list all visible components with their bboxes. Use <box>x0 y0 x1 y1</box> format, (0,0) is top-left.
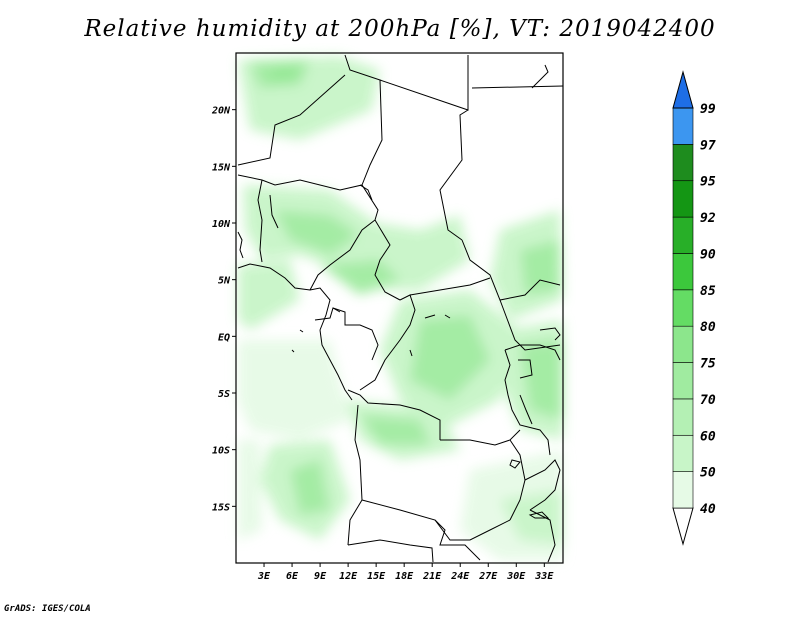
lat-tick-label: 15N <box>212 162 231 173</box>
colorbar-segment <box>672 434 694 472</box>
lat-tick-label: EQ <box>218 332 230 343</box>
humidity-field <box>238 56 563 560</box>
lon-tick-label: 15E <box>367 571 386 582</box>
lat-tick-label: 5S <box>218 389 230 400</box>
colorbar-segment <box>672 144 694 182</box>
lat-tick-label: 10N <box>212 219 231 230</box>
colorbar-segment <box>672 398 694 436</box>
colorbar-label: 85 <box>700 284 716 299</box>
country-borders <box>237 54 564 563</box>
colorbar-label: 90 <box>700 247 716 262</box>
colorbar: 40 50 60 70 75 80 85 90 92 95 97 99 <box>672 70 716 546</box>
chart-title: Relative humidity at 200hPa [%], VT: 201… <box>84 16 716 42</box>
lon-tick-label: 12E <box>339 571 358 582</box>
lat-tick-label: 15S <box>212 502 230 513</box>
lon-tick-label: 18E <box>395 571 414 582</box>
colorbar-segment <box>672 180 694 218</box>
colorbar-label: 50 <box>700 466 716 481</box>
lon-tick-label: 27E <box>478 571 498 582</box>
lon-tick-label: 3E <box>257 571 271 582</box>
lat-tick-label: 5N <box>218 276 231 287</box>
latitude-axis: 20N 15N 10N 5N EQ 5S 10S 15S <box>211 106 236 513</box>
colorbar-label: 60 <box>700 429 716 444</box>
colorbar-segment <box>672 362 694 400</box>
colorbar-label: 80 <box>700 320 716 335</box>
longitude-axis: 3E 6E 9E 12E 15E 18E 21E 24E 27E 30E 33E <box>257 563 554 582</box>
colorbar-label: 75 <box>700 357 716 372</box>
colorbar-label: 95 <box>700 175 716 190</box>
lat-tick-label: 10S <box>212 446 230 457</box>
lon-tick-label: 9E <box>314 571 327 582</box>
lon-tick-label: 24E <box>450 571 470 582</box>
colorbar-top-arrow <box>672 70 694 109</box>
colorbar-bottom-arrow <box>672 507 694 546</box>
colorbar-segment <box>672 471 694 509</box>
lon-tick-label: 6E <box>286 571 299 582</box>
grads-credit: GrADS: IGES/COLA <box>4 604 91 614</box>
colorbar-segment <box>672 216 694 254</box>
colorbar-label: 92 <box>700 211 716 226</box>
colorbar-segment <box>672 325 694 363</box>
map-frame <box>235 52 564 564</box>
colorbar-label: 40 <box>700 502 716 517</box>
colorbar-label: 99 <box>700 102 716 117</box>
lon-tick-label: 33E <box>534 571 554 582</box>
colorbar-label: 70 <box>700 393 716 408</box>
lon-tick-label: 21E <box>422 571 442 582</box>
colorbar-label: 97 <box>700 138 716 153</box>
colorbar-segment <box>672 253 694 291</box>
lat-tick-label: 20N <box>211 106 231 117</box>
colorbar-segment <box>672 289 694 327</box>
colorbar-segment <box>672 107 694 145</box>
lon-tick-label: 30E <box>506 571 526 582</box>
